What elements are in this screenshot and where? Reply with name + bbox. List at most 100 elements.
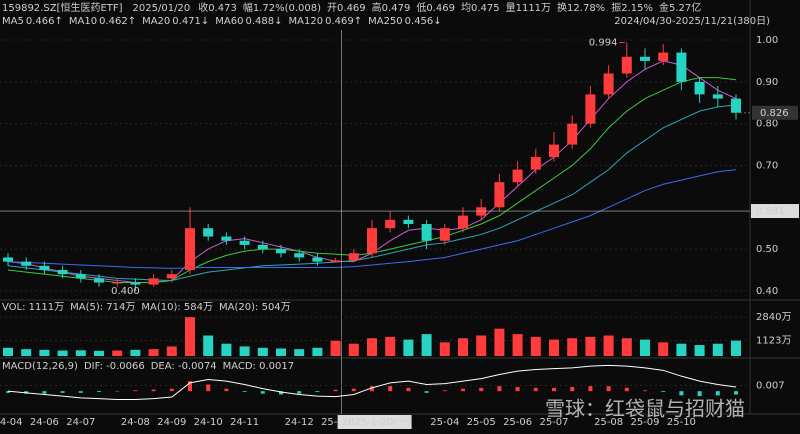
candle-body xyxy=(294,253,305,258)
x-tick-label: 24-10 xyxy=(194,417,223,428)
candle-body xyxy=(494,182,505,208)
volume-bar xyxy=(676,343,687,356)
volume-bar xyxy=(421,334,432,356)
field-value: 12.78% xyxy=(567,3,605,14)
y-tick-label: 0.40 xyxy=(756,286,778,297)
volume-bar xyxy=(640,339,650,356)
indicator-line xyxy=(7,364,737,400)
field-value: 5.27亿 xyxy=(669,1,701,14)
field-label: 收 xyxy=(198,1,208,14)
y-tick-label: 2840万 xyxy=(756,312,791,323)
field-label: 低 xyxy=(416,1,426,14)
x-tick-label: 24-08 xyxy=(121,417,150,428)
crosshair-price: 0.591 xyxy=(756,206,785,217)
field-label: 换 xyxy=(557,1,567,14)
panel-legend: DEA: -0.0074 xyxy=(151,361,217,372)
volume-bar xyxy=(549,339,559,356)
candle-body xyxy=(712,94,723,99)
y-tick-label: 0.70 xyxy=(756,160,778,171)
candle-body xyxy=(203,228,214,237)
macd-bar xyxy=(224,388,229,392)
macd-bar xyxy=(115,391,120,392)
candle-body xyxy=(21,261,32,266)
field-value: 2.15% xyxy=(621,3,653,14)
macd-bar xyxy=(333,389,338,392)
field-label: 金 xyxy=(659,1,669,14)
x-tick-label: 25-09 xyxy=(630,417,659,428)
last-price-label: 0.826 xyxy=(760,108,789,119)
indicator-line xyxy=(7,169,737,269)
candle-body xyxy=(221,236,232,241)
macd-bar xyxy=(679,391,684,396)
candle-body xyxy=(330,260,341,263)
candle-body xyxy=(312,257,323,262)
volume-bar xyxy=(694,345,705,356)
volume-bar xyxy=(221,343,232,356)
y-tick-label: 0.007 xyxy=(756,380,785,391)
macd-bar xyxy=(6,391,10,393)
macd-bar xyxy=(606,386,611,392)
watermark: 雪球：红袋鼠与招财猫 xyxy=(545,397,745,421)
ma-value: 0.456↓ xyxy=(405,16,442,27)
volume-bar xyxy=(712,343,723,356)
field-label: 量 xyxy=(506,2,516,14)
volume-bar xyxy=(585,336,596,356)
candle-body xyxy=(658,52,669,61)
panel-legend: MA(10): 584万 xyxy=(141,302,213,313)
x-tick-label: 24-12 xyxy=(285,417,314,428)
volume-bar xyxy=(439,342,450,356)
candle-body xyxy=(621,56,632,74)
macd-bar xyxy=(97,391,101,392)
panel-legend: VOL: 1111万 xyxy=(2,302,64,313)
macd-bar xyxy=(370,386,374,392)
macd-bar xyxy=(297,391,302,394)
macd-bar xyxy=(151,389,156,392)
volume-bar xyxy=(3,347,13,356)
candle-body xyxy=(39,265,50,270)
volume-bar xyxy=(21,349,32,356)
volume-bar xyxy=(330,340,341,356)
crosshair-date-box xyxy=(337,415,412,429)
macd-bar xyxy=(42,391,47,394)
candle-body xyxy=(439,228,450,241)
macd-bar xyxy=(624,387,629,392)
x-tick-label: 25-08 xyxy=(594,417,623,428)
ma-label: MA250 xyxy=(368,16,403,27)
volume-bar xyxy=(294,349,305,356)
candle-body xyxy=(640,56,650,61)
volume-bar xyxy=(239,346,250,356)
volume-bar xyxy=(257,347,268,356)
ma-label: MA10 xyxy=(69,16,97,27)
candle-body xyxy=(676,52,687,82)
price-annotation: 0.994 xyxy=(589,38,618,49)
candle-body xyxy=(348,253,359,261)
field-value: 0.475 xyxy=(471,3,500,14)
macd-bar xyxy=(461,388,465,392)
field-label: 高 xyxy=(372,1,382,14)
macd-bar xyxy=(133,390,138,392)
macd-bar xyxy=(206,384,211,392)
candle-body xyxy=(57,269,68,275)
macd-bar xyxy=(242,391,247,392)
volume-bar xyxy=(276,348,286,356)
x-tick-label: 24-04 xyxy=(0,417,23,428)
field-value: 1111万 xyxy=(516,3,551,14)
candle-body xyxy=(166,274,177,279)
y-tick-label: 1.00 xyxy=(756,35,778,46)
volume-bar xyxy=(112,350,123,356)
candle-body xyxy=(385,219,396,229)
volume-bar xyxy=(731,340,741,356)
crosshair-date: 2025-1-20(一) xyxy=(342,417,412,428)
x-tick-label: 25-04 xyxy=(430,417,459,428)
panel-legend: MA(20): 504万 xyxy=(219,302,291,313)
macd-bar xyxy=(533,387,538,392)
candle-body xyxy=(458,215,468,229)
candle-body xyxy=(549,144,559,158)
panel-legend: DIF: -0.0066 xyxy=(84,361,145,372)
macd-bar xyxy=(388,386,393,392)
field-label: 开 xyxy=(327,3,337,14)
candle-body xyxy=(403,219,414,224)
volume-bar xyxy=(57,350,68,356)
volume-bar xyxy=(458,338,468,356)
